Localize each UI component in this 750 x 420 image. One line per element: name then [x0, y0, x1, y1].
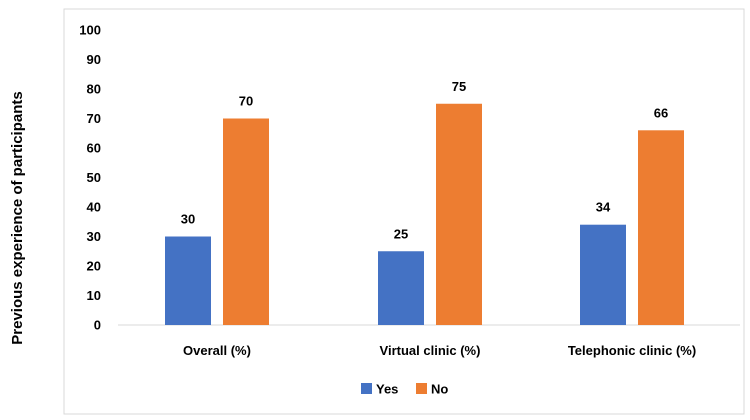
legend-swatch-yes	[361, 383, 372, 394]
y-tick-label: 0	[94, 318, 101, 333]
legend-swatch-no	[416, 383, 427, 394]
chart-frame	[63, 8, 745, 415]
legend-label-yes: Yes	[376, 382, 398, 397]
legend: Yes No	[361, 382, 448, 397]
category-label: Overall (%)	[183, 343, 251, 358]
y-tick-label: 50	[87, 170, 101, 185]
y-tick-label: 90	[87, 52, 101, 67]
bar-yes-3	[580, 224, 626, 325]
data-label: 25	[394, 226, 408, 241]
y-axis-ticks: 0 10 20 30 40 50 60 70 80 90 100	[79, 23, 101, 333]
category-label: Telephonic clinic (%)	[568, 343, 696, 358]
bar-no-2	[436, 103, 482, 325]
y-tick-label: 10	[87, 288, 101, 303]
category-label: Virtual clinic (%)	[380, 343, 481, 358]
y-tick-label: 80	[87, 82, 101, 97]
legend-label-no: No	[431, 382, 448, 397]
y-tick-label: 30	[87, 229, 101, 244]
data-label: 30	[181, 212, 195, 227]
data-label: 34	[596, 200, 611, 215]
y-tick-label: 70	[87, 111, 101, 126]
y-axis-title: Previous experience of participants	[9, 91, 26, 344]
y-tick-label: 100	[79, 23, 101, 38]
bars-group	[165, 103, 684, 325]
y-tick-label: 60	[87, 141, 101, 156]
data-label: 70	[239, 94, 253, 109]
y-tick-label: 20	[87, 259, 101, 274]
data-label: 75	[452, 79, 466, 94]
data-label: 66	[654, 105, 668, 120]
data-labels-group: 30 70 25 75 34 66	[181, 79, 668, 242]
bar-yes-1	[165, 236, 211, 325]
bar-yes-2	[378, 251, 424, 325]
y-tick-label: 40	[87, 200, 101, 215]
bar-no-3	[638, 130, 684, 325]
bar-no-1	[223, 118, 269, 325]
category-labels-group: Overall (%) Virtual clinic (%) Telephonic …	[183, 343, 696, 358]
